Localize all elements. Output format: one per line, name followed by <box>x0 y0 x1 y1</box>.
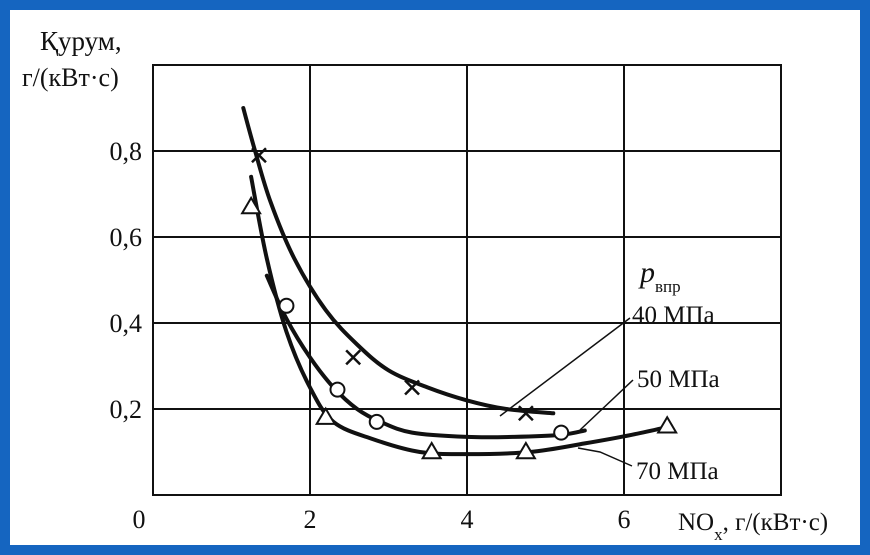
circle-marker <box>553 424 570 441</box>
x-axis-label-sub: x <box>714 525 723 544</box>
triangle-marker <box>240 195 262 215</box>
x-axis-label-main: NO <box>678 509 714 536</box>
series-label-pointers <box>499 317 634 467</box>
grid <box>153 65 781 495</box>
y-tick-label: 0,2 <box>110 395 143 424</box>
series-line-40 <box>241 106 556 416</box>
x-marker <box>404 379 420 396</box>
series-label-50: 50 МПа <box>637 366 720 393</box>
series-curves <box>241 106 674 457</box>
series-line-70 <box>249 174 674 457</box>
y-axis-label-line2: г/(кВт·с) <box>22 63 119 92</box>
x-tick-label: 6 <box>618 505 631 534</box>
plot-border <box>152 64 782 496</box>
x-axis-label-unit: , г/(кВт·с) <box>723 509 829 536</box>
circle-marker <box>368 413 385 430</box>
y-tick-label: 0,6 <box>110 223 143 252</box>
pointer-70 <box>577 447 633 467</box>
y-tick-label: 0,8 <box>110 137 143 166</box>
legend-title: pвпр <box>638 256 681 296</box>
series-label-40: 40 МПа <box>632 302 715 329</box>
legend-title-subscript: впр <box>655 277 681 296</box>
x-marker <box>517 405 534 422</box>
triangle-marker <box>515 441 537 460</box>
x-marker <box>345 349 362 366</box>
legend-title-symbol: p <box>638 256 655 289</box>
circle-marker <box>278 297 295 314</box>
x-marker <box>251 147 267 164</box>
triangle-marker <box>420 441 443 460</box>
y-axis-label-line1: Қурум, <box>40 26 122 56</box>
x-axis-label: NOx, г/(кВт·с) <box>678 509 828 544</box>
x-tick-label: 2 <box>304 505 317 534</box>
triangle-marker <box>656 415 678 434</box>
x-tick-label: 0 <box>133 505 146 534</box>
series-markers <box>240 147 678 460</box>
pointer-40 <box>499 317 631 417</box>
x-tick-labels: 0 2 4 6 <box>133 505 631 534</box>
triangle-marker <box>314 406 337 425</box>
y-tick-labels: 0,2 0,4 0,6 0,8 <box>110 137 143 424</box>
x-tick-label: 4 <box>461 505 474 534</box>
series-label-70: 70 МПа <box>636 458 719 485</box>
pointer-50 <box>579 379 634 431</box>
circle-marker <box>329 381 346 398</box>
y-tick-label: 0,4 <box>110 309 143 338</box>
